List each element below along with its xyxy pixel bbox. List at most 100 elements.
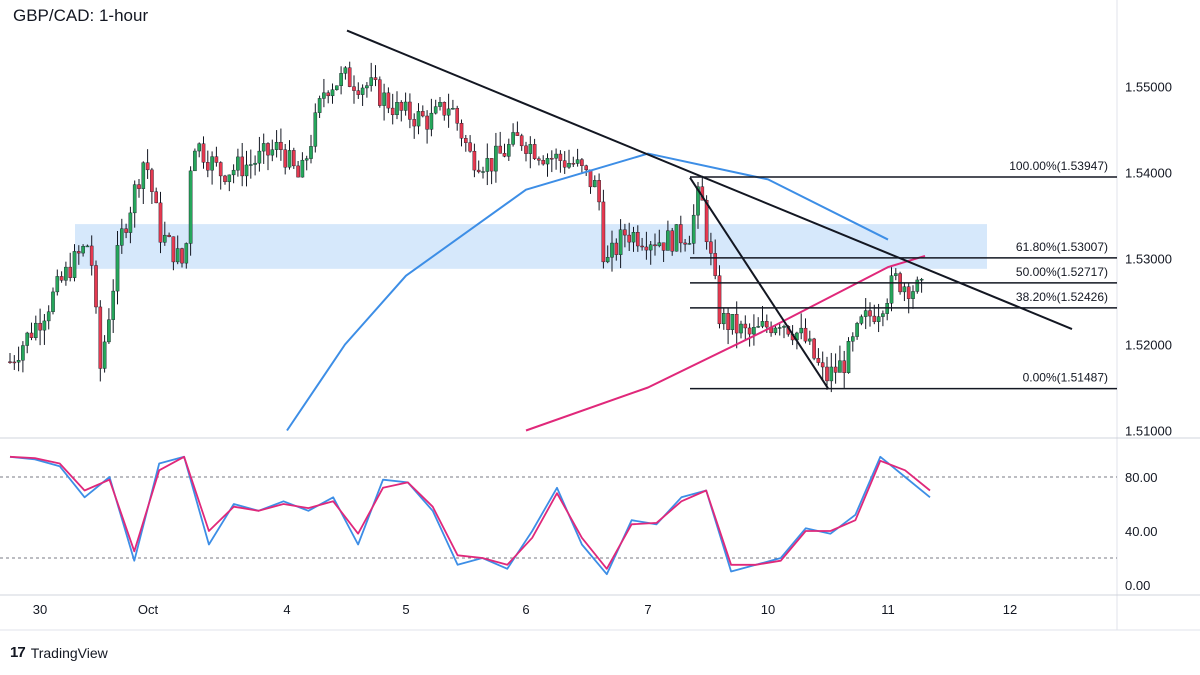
candle [747, 323, 752, 347]
candle [408, 93, 412, 129]
candle [868, 302, 872, 327]
fib-level-label: 100.00%(1.53947) [1009, 159, 1108, 173]
candle-body [223, 175, 227, 183]
fib-level-label: 61.80%(1.53007) [1016, 240, 1108, 254]
candle [489, 158, 494, 185]
candle-body [691, 214, 696, 244]
candle-body [132, 184, 137, 214]
candle-body [322, 92, 326, 99]
time-tick-label: Oct [138, 602, 159, 617]
candle-body [421, 111, 425, 117]
candle [894, 268, 898, 281]
candle-body [119, 228, 124, 246]
candle-body [287, 150, 292, 168]
candle [481, 166, 485, 179]
candle-body [193, 150, 197, 172]
candle [274, 130, 279, 158]
candle [154, 187, 159, 204]
candle-body [717, 275, 722, 325]
candle-body [253, 162, 257, 165]
candle [507, 138, 511, 161]
candle [270, 139, 275, 162]
candle [627, 222, 631, 251]
candle [180, 247, 184, 268]
candle-body [876, 316, 881, 322]
time-tick-label: 30 [33, 602, 47, 617]
candle [816, 348, 821, 366]
candle [339, 66, 343, 95]
candle-body [292, 150, 296, 167]
candle-body [476, 169, 481, 173]
candle-body [261, 143, 266, 152]
candle-body [739, 323, 743, 334]
candle-body [777, 327, 782, 329]
candle [623, 223, 627, 248]
candle-body [782, 326, 786, 328]
moving-average-fast [286, 152, 889, 432]
candle [184, 242, 189, 269]
candle-body [218, 162, 223, 177]
candle-body [687, 243, 692, 245]
candle [515, 121, 520, 136]
candle [906, 283, 911, 314]
candle [304, 155, 309, 171]
candle-body [360, 87, 365, 95]
candle-body [558, 153, 563, 161]
candle-body [550, 158, 554, 160]
candle [562, 151, 567, 174]
tradingview-brand[interactable]: 17 TradingView [10, 644, 108, 661]
candle-body [412, 119, 417, 127]
candle [240, 142, 245, 187]
candle [730, 313, 735, 335]
price-tick-label: 1.53000 [1125, 252, 1172, 267]
candle-body [842, 360, 846, 374]
candle-body [481, 171, 485, 173]
candle-body [851, 336, 855, 342]
candle-body [532, 144, 537, 159]
candle [167, 232, 171, 238]
candle [171, 236, 176, 271]
candle [115, 230, 120, 305]
candle [68, 252, 72, 282]
candle [825, 356, 829, 390]
candle [72, 244, 77, 282]
candle [631, 226, 636, 252]
candle-body [451, 108, 455, 110]
candle-body [726, 313, 730, 331]
candle-body [425, 115, 429, 130]
candle-body [102, 341, 107, 369]
candle [150, 167, 154, 204]
candle-body [171, 236, 176, 263]
candle [679, 215, 683, 253]
candle-body [674, 224, 679, 252]
candle [760, 305, 765, 329]
candle-body [240, 156, 245, 177]
candle-body [85, 245, 90, 248]
candle-body [863, 310, 868, 317]
candle-body [747, 327, 752, 335]
candle-body [906, 286, 911, 299]
time-tick-label: 5 [402, 602, 409, 617]
candle [455, 105, 460, 131]
candle [648, 241, 653, 265]
candle-body [81, 246, 85, 254]
candle [558, 150, 563, 173]
candle-body [369, 77, 374, 86]
candle-body [244, 164, 249, 177]
candle-body [51, 291, 55, 312]
candle [657, 229, 662, 248]
candle-body [459, 123, 464, 139]
candle-body [399, 102, 404, 111]
candle-body [257, 150, 262, 164]
candle [356, 82, 361, 99]
candle [687, 235, 692, 245]
candle-body [296, 165, 300, 178]
candle-body [72, 251, 77, 278]
candle [373, 65, 378, 87]
candle [756, 317, 760, 328]
candle [717, 265, 722, 329]
candle-body [59, 276, 64, 281]
candle-body [808, 338, 812, 342]
candle-body [575, 159, 580, 164]
